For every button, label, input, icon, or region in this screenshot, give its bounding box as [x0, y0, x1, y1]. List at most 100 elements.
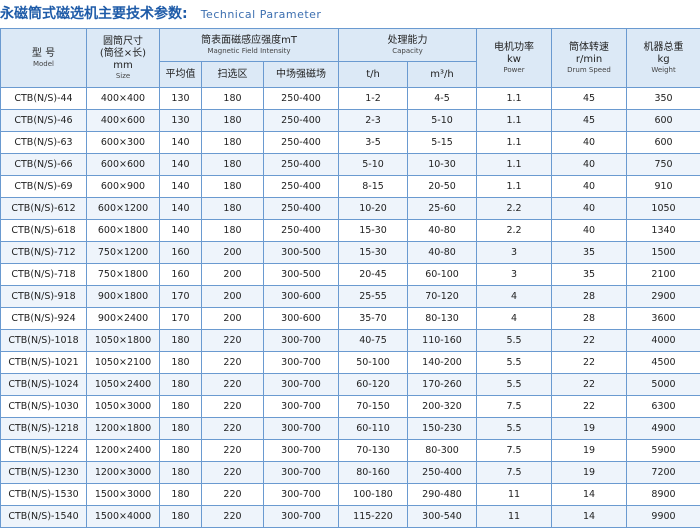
capacity-tph-cell: 8-15	[339, 176, 408, 198]
header-field: 筒表面磁感应强度mT Magnetic Field Intensity	[160, 29, 339, 62]
header-field-mid-strong: 中场强磁场	[264, 62, 339, 88]
weight-cell: 2900	[627, 286, 700, 308]
speed-cell: 14	[552, 484, 627, 506]
size-cell: 1500×4000	[87, 506, 160, 528]
weight-cell: 5900	[627, 440, 700, 462]
table-header: 型 号 Model 圆筒尺寸 (筒径×长) mm Size 筒表面磁感应强度mT…	[1, 29, 700, 88]
weight-cell: 4500	[627, 352, 700, 374]
power-cell: 5.5	[477, 374, 552, 396]
weight-cell: 910	[627, 176, 700, 198]
weight-cell: 8900	[627, 484, 700, 506]
size-cell: 1050×3000	[87, 396, 160, 418]
speed-cell: 45	[552, 110, 627, 132]
speed-cell: 19	[552, 462, 627, 484]
capacity-m3h-cell: 70-120	[408, 286, 477, 308]
power-cell: 3	[477, 264, 552, 286]
capacity-m3h-cell: 140-200	[408, 352, 477, 374]
speed-cell: 14	[552, 506, 627, 528]
field-mid-cell: 300-500	[264, 242, 339, 264]
title-cn: 永磁筒式磁选机主要技术参数:	[0, 6, 188, 22]
field-average-cell: 180	[160, 418, 202, 440]
field-sweep-cell: 200	[202, 264, 264, 286]
field-sweep-cell: 180	[202, 220, 264, 242]
model-cell: CTB(N/S)-612	[1, 198, 87, 220]
speed-cell: 22	[552, 352, 627, 374]
model-cell: CTB(N/S)-1530	[1, 484, 87, 506]
capacity-m3h-cell: 80-130	[408, 308, 477, 330]
field-average-cell: 180	[160, 330, 202, 352]
power-cell: 4	[477, 286, 552, 308]
capacity-m3h-cell: 290-480	[408, 484, 477, 506]
capacity-m3h-cell: 150-230	[408, 418, 477, 440]
capacity-m3h-cell: 170-260	[408, 374, 477, 396]
speed-cell: 40	[552, 198, 627, 220]
capacity-m3h-cell: 5-10	[408, 110, 477, 132]
power-cell: 1.1	[477, 132, 552, 154]
power-cell: 1.1	[477, 110, 552, 132]
weight-cell: 4000	[627, 330, 700, 352]
weight-cell: 3600	[627, 308, 700, 330]
power-cell: 1.1	[477, 154, 552, 176]
field-average-cell: 180	[160, 352, 202, 374]
field-mid-cell: 300-700	[264, 506, 339, 528]
speed-cell: 19	[552, 440, 627, 462]
field-mid-cell: 300-600	[264, 286, 339, 308]
weight-cell: 5000	[627, 374, 700, 396]
power-cell: 2.2	[477, 220, 552, 242]
header-capacity-tph: t/h	[339, 62, 408, 88]
capacity-m3h-cell: 40-80	[408, 242, 477, 264]
header-size: 圆筒尺寸 (筒径×长) mm Size	[87, 29, 160, 88]
field-mid-cell: 300-700	[264, 418, 339, 440]
weight-cell: 1340	[627, 220, 700, 242]
size-cell: 1200×1800	[87, 418, 160, 440]
size-cell: 600×600	[87, 154, 160, 176]
size-cell: 1200×2400	[87, 440, 160, 462]
speed-cell: 40	[552, 176, 627, 198]
field-mid-cell: 250-400	[264, 88, 339, 110]
field-sweep-cell: 180	[202, 154, 264, 176]
size-cell: 400×400	[87, 88, 160, 110]
weight-cell: 600	[627, 132, 700, 154]
field-sweep-cell: 220	[202, 330, 264, 352]
model-cell: CTB(N/S)-46	[1, 110, 87, 132]
header-model: 型 号 Model	[1, 29, 87, 88]
field-sweep-cell: 220	[202, 462, 264, 484]
power-cell: 4	[477, 308, 552, 330]
power-cell: 5.5	[477, 352, 552, 374]
size-cell: 1500×3000	[87, 484, 160, 506]
model-cell: CTB(N/S)-1224	[1, 440, 87, 462]
size-cell: 600×1200	[87, 198, 160, 220]
power-cell: 5.5	[477, 330, 552, 352]
title-en: Technical Parameter	[201, 8, 322, 21]
field-sweep-cell: 180	[202, 132, 264, 154]
model-cell: CTB(N/S)-44	[1, 88, 87, 110]
capacity-m3h-cell: 60-100	[408, 264, 477, 286]
capacity-tph-cell: 1-2	[339, 88, 408, 110]
field-average-cell: 140	[160, 154, 202, 176]
capacity-tph-cell: 10-20	[339, 198, 408, 220]
capacity-m3h-cell: 4-5	[408, 88, 477, 110]
capacity-m3h-cell: 5-15	[408, 132, 477, 154]
field-average-cell: 140	[160, 176, 202, 198]
power-cell: 11	[477, 506, 552, 528]
field-sweep-cell: 200	[202, 308, 264, 330]
field-average-cell: 180	[160, 374, 202, 396]
field-mid-cell: 250-400	[264, 154, 339, 176]
size-cell: 600×900	[87, 176, 160, 198]
speed-cell: 40	[552, 220, 627, 242]
capacity-tph-cell: 3-5	[339, 132, 408, 154]
model-cell: CTB(N/S)-1030	[1, 396, 87, 418]
field-average-cell: 180	[160, 506, 202, 528]
capacity-tph-cell: 70-150	[339, 396, 408, 418]
